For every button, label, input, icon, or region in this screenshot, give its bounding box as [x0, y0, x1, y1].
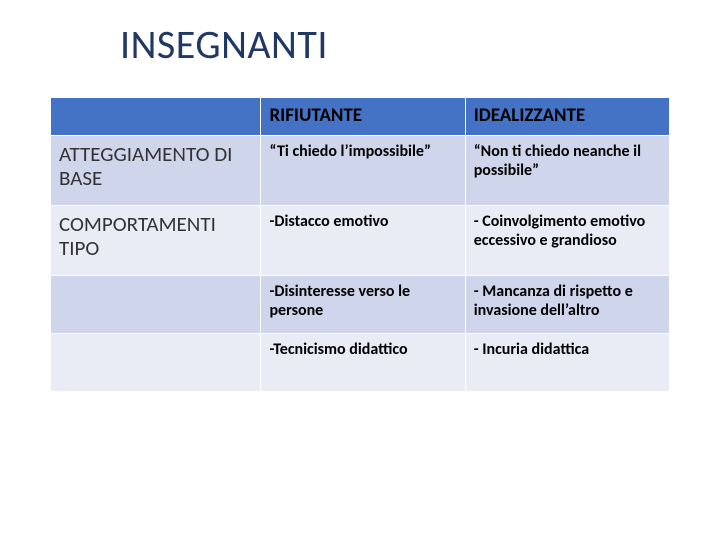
table-row: ATTEGGIAMENTO DI BASE “Ti chiedo l’impos… [51, 136, 670, 206]
cell: - Mancanza di rispetto e invasione dell’… [465, 276, 669, 334]
page-title: INSEGNANTI [120, 20, 670, 69]
cell: -Disinteresse verso le persone [261, 276, 465, 334]
slide: INSEGNANTI RIFIUTANTE IDEALIZZANTE ATTEG… [0, 0, 720, 540]
table-row: -Disinteresse verso le persone - Mancanz… [51, 276, 670, 334]
cell: -Distacco emotivo [261, 206, 465, 276]
header-col-idealizzante: IDEALIZZANTE [465, 98, 669, 136]
comparison-table: RIFIUTANTE IDEALIZZANTE ATTEGGIAMENTO DI… [50, 97, 670, 392]
table-row: COMPORTAMENTI TIPO -Distacco emotivo - C… [51, 206, 670, 276]
table-row: -Tecnicismo didattico - Incuria didattic… [51, 334, 670, 392]
row-label-empty [51, 276, 261, 334]
row-label-comportamenti: COMPORTAMENTI TIPO [51, 206, 261, 276]
cell: -Tecnicismo didattico [261, 334, 465, 392]
cell: “Non ti chiedo neanche il possibile” [465, 136, 669, 206]
header-col-rifiutante: RIFIUTANTE [261, 98, 465, 136]
row-label-empty [51, 334, 261, 392]
cell: - Coinvolgimento emotivo eccessivo e gra… [465, 206, 669, 276]
row-label-atteggiamento: ATTEGGIAMENTO DI BASE [51, 136, 261, 206]
cell: - Incuria didattica [465, 334, 669, 392]
header-blank [51, 98, 261, 136]
table-header-row: RIFIUTANTE IDEALIZZANTE [51, 98, 670, 136]
cell: “Ti chiedo l’impossibile” [261, 136, 465, 206]
